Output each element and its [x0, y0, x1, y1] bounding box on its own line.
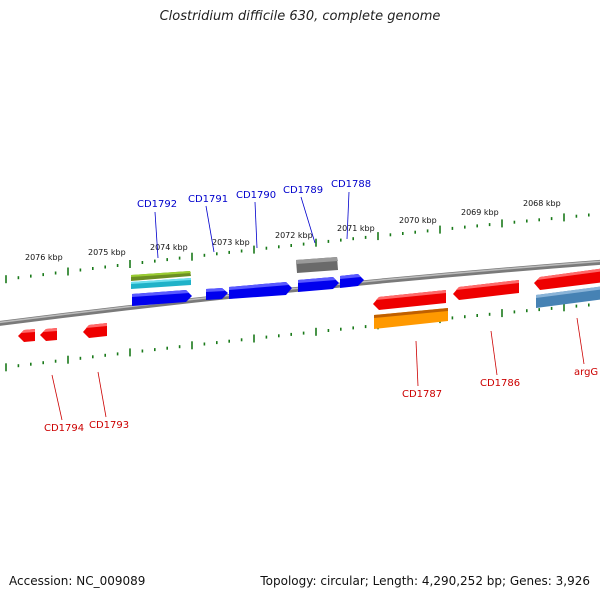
kbp-label: 2072 kbp: [275, 231, 313, 240]
gene-label-forward[interactable]: CD1792: [137, 199, 177, 210]
genome-summary-text: Topology: circular; Length: 4,290,252 bp…: [260, 574, 590, 588]
kbp-label: 2076 kbp: [25, 253, 63, 262]
leader-line: [254, 201, 258, 249]
gene-label-forward[interactable]: CD1788: [331, 179, 371, 190]
reverse-gene-CD1786[interactable]: [453, 280, 519, 300]
feature-orange-top: [374, 308, 448, 318]
leader-line: [154, 211, 159, 259]
kbp-label: 2073 kbp: [212, 238, 250, 247]
leader-line: [97, 371, 107, 418]
forward-gene-CD1792[interactable]: [132, 290, 192, 306]
kbp-label: 2068 kbp: [523, 199, 561, 208]
reverse-gene-argG[interactable]: [534, 268, 600, 290]
kbp-label: 2075 kbp: [88, 248, 126, 257]
forward-gene-CD1789[interactable]: [298, 277, 339, 292]
feature-cyan-top: [131, 278, 191, 284]
leader-line: [415, 340, 419, 387]
leader-line: [490, 330, 498, 376]
gene-label-forward[interactable]: CD1789: [283, 185, 323, 196]
feature-olive-top: [131, 271, 191, 277]
feature-steelblue-top: [536, 286, 600, 298]
kbp-label: 2071 kbp: [337, 224, 375, 233]
kbp-label: 2069 kbp: [461, 208, 499, 217]
gene-label-reverse[interactable]: CD1794: [44, 423, 84, 434]
forward-gene-CD1791[interactable]: [206, 288, 228, 300]
feature-steelblue[interactable]: [536, 286, 600, 308]
gene-label-forward[interactable]: CD1791: [188, 194, 228, 205]
forward-gene-CD1788[interactable]: [340, 274, 364, 288]
leader-line: [205, 205, 215, 253]
kbp-ruler-upper: [5, 213, 590, 284]
kbp-label: 2074 kbp: [150, 243, 188, 252]
gene-label-reverse[interactable]: CD1787: [402, 389, 442, 400]
gene-label-forward[interactable]: CD1790: [236, 190, 276, 201]
gene-label-reverse[interactable]: CD1786: [480, 378, 520, 389]
kbp-label: 2070 kbp: [399, 216, 437, 225]
reverse-gene-CD1793[interactable]: [40, 328, 57, 341]
feature-grey-top: [296, 257, 338, 264]
gene-label-reverse[interactable]: argG: [574, 367, 598, 378]
reverse-gene-small[interactable]: [83, 323, 107, 338]
leader-line: [300, 196, 316, 244]
forward-gene-CD1790[interactable]: [229, 282, 292, 299]
leader-line: [346, 191, 350, 240]
reverse-gene-CD1794[interactable]: [18, 329, 35, 342]
accession-text: Accession: NC_009089: [9, 574, 146, 588]
map-title: Clostridium difficile 630, complete geno…: [159, 9, 441, 24]
reverse-gene-CD1787[interactable]: [373, 290, 446, 310]
leader-line: [576, 317, 585, 365]
leader-line: [51, 374, 63, 421]
gene-label-reverse[interactable]: CD1793: [89, 420, 129, 431]
